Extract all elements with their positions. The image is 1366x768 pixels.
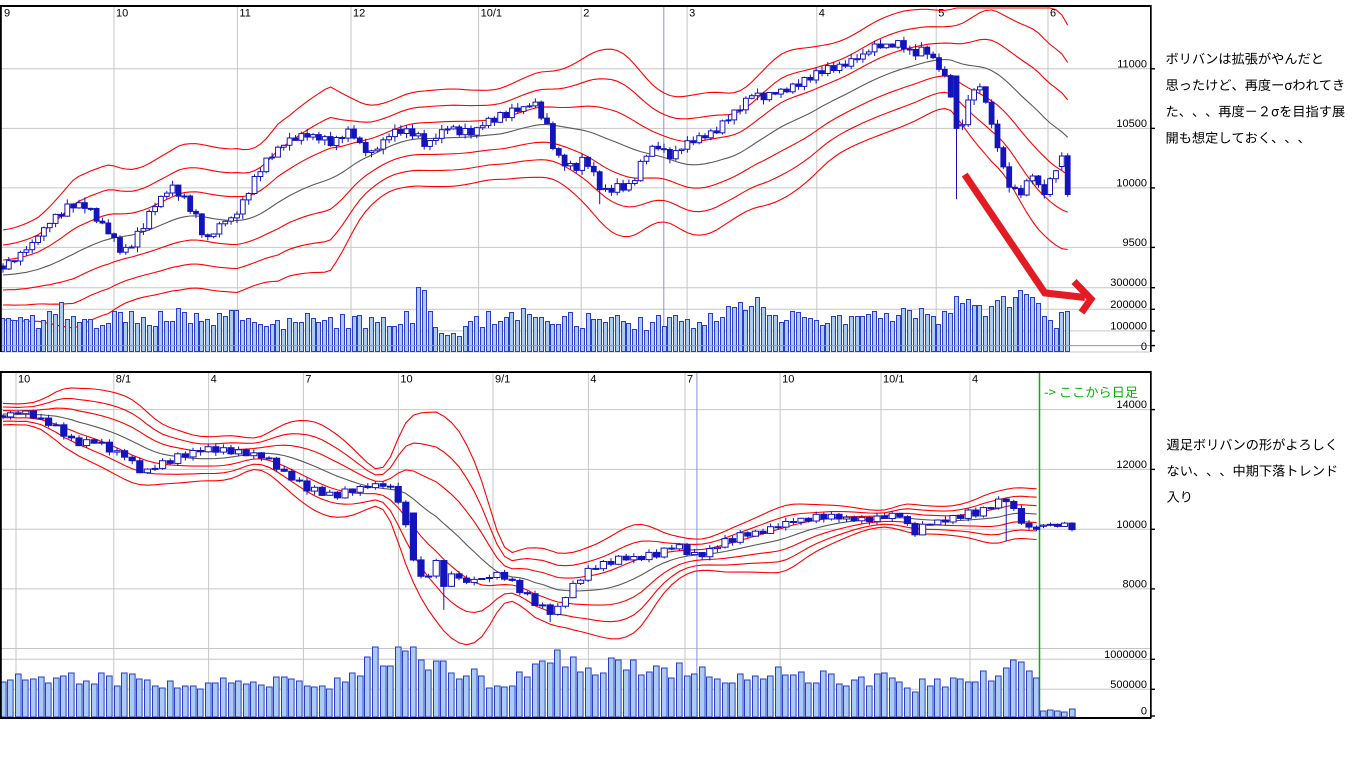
- svg-text:4: 4: [590, 374, 596, 386]
- svg-text:11: 11: [239, 8, 250, 20]
- svg-text:9500: 9500: [1123, 237, 1147, 249]
- svg-text:5: 5: [938, 8, 944, 20]
- svg-text:6: 6: [1050, 8, 1056, 20]
- svg-text:300000: 300000: [1110, 277, 1147, 289]
- svg-text:14000: 14000: [1116, 399, 1147, 411]
- svg-text:9/1: 9/1: [495, 374, 510, 386]
- svg-text:10000: 10000: [1116, 519, 1147, 531]
- svg-text:12: 12: [353, 8, 365, 20]
- svg-text:0: 0: [1141, 341, 1147, 353]
- svg-text:10: 10: [782, 374, 794, 386]
- svg-text:3: 3: [689, 8, 695, 20]
- svg-text:100000: 100000: [1110, 320, 1147, 332]
- svg-text:8000: 8000: [1123, 578, 1147, 590]
- svg-text:8/1: 8/1: [116, 374, 131, 386]
- svg-text:1000000: 1000000: [1104, 649, 1147, 661]
- svg-text:10: 10: [400, 374, 412, 386]
- svg-text:7: 7: [687, 374, 693, 386]
- svg-text:4: 4: [972, 374, 978, 386]
- svg-text:10/1: 10/1: [883, 374, 904, 386]
- svg-text:2: 2: [583, 8, 589, 20]
- svg-text:9: 9: [4, 8, 10, 20]
- svg-text:4: 4: [211, 374, 217, 386]
- svg-text:10000: 10000: [1116, 177, 1147, 189]
- svg-text:10: 10: [116, 8, 128, 20]
- svg-text:10500: 10500: [1116, 118, 1147, 130]
- svg-text:0: 0: [1141, 706, 1147, 718]
- svg-text:500000: 500000: [1110, 679, 1147, 691]
- svg-text:7: 7: [305, 374, 311, 386]
- svg-text:11000: 11000: [1117, 58, 1147, 70]
- svg-text:200000: 200000: [1110, 299, 1147, 311]
- svg-text:12000: 12000: [1116, 459, 1147, 471]
- svg-text:4: 4: [819, 8, 825, 20]
- svg-text:10: 10: [18, 374, 30, 386]
- svg-text:10/1: 10/1: [481, 8, 502, 20]
